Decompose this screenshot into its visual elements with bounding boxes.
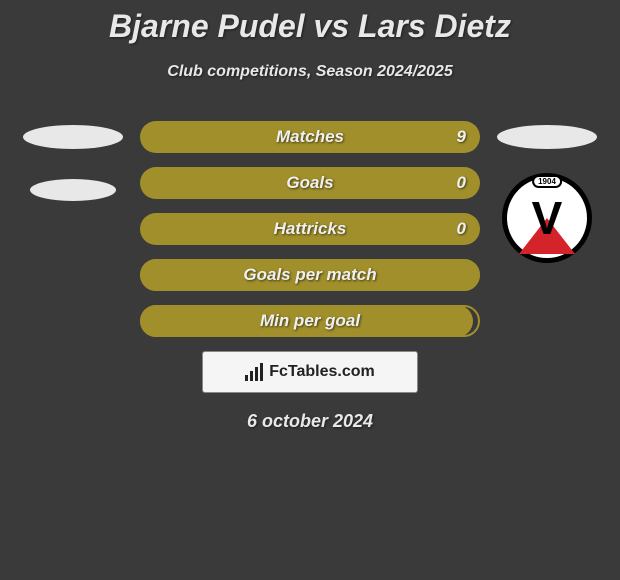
right-player-col: 1904 V — [492, 121, 602, 263]
stat-value-right: 0 — [457, 219, 466, 239]
club-logo-placeholder — [30, 179, 116, 201]
player-photo-placeholder — [23, 125, 123, 149]
left-player-col — [18, 121, 128, 201]
stat-label: Goals — [286, 173, 333, 193]
branding-text: FcTables.com — [269, 363, 375, 381]
chart-icon — [245, 363, 263, 381]
club-year: 1904 — [532, 175, 562, 188]
subtitle: Club competitions, Season 2024/2025 — [0, 63, 620, 81]
stat-row: Min per goal — [140, 305, 480, 337]
club-badge-viktoria: 1904 V — [502, 173, 592, 263]
stat-value-right: 9 — [457, 127, 466, 147]
page-title: Bjarne Pudel vs Lars Dietz — [0, 0, 620, 45]
stat-label: Matches — [276, 127, 344, 147]
badge-letter: V — [532, 191, 563, 245]
stat-bars: Matches 9 Goals 0 Hattricks 0 Goals per match M… — [140, 121, 480, 337]
player-photo-placeholder — [497, 125, 597, 149]
stat-row: Goals per match — [140, 259, 480, 291]
stat-label: Goals per match — [243, 265, 376, 285]
branding-box: FcTables.com — [202, 351, 418, 393]
stat-value-right: 0 — [457, 173, 466, 193]
comparison-card: Bjarne Pudel vs Lars Dietz Club competit… — [0, 0, 620, 432]
stat-row: Hattricks 0 — [140, 213, 480, 245]
stat-label: Hattricks — [274, 219, 347, 239]
date-text: 6 october 2024 — [0, 411, 620, 432]
stat-row: Matches 9 — [140, 121, 480, 153]
stat-label: Min per goal — [260, 311, 360, 331]
stat-row: Goals 0 — [140, 167, 480, 199]
stats-area: Matches 9 Goals 0 Hattricks 0 Goals per match M… — [0, 121, 620, 337]
